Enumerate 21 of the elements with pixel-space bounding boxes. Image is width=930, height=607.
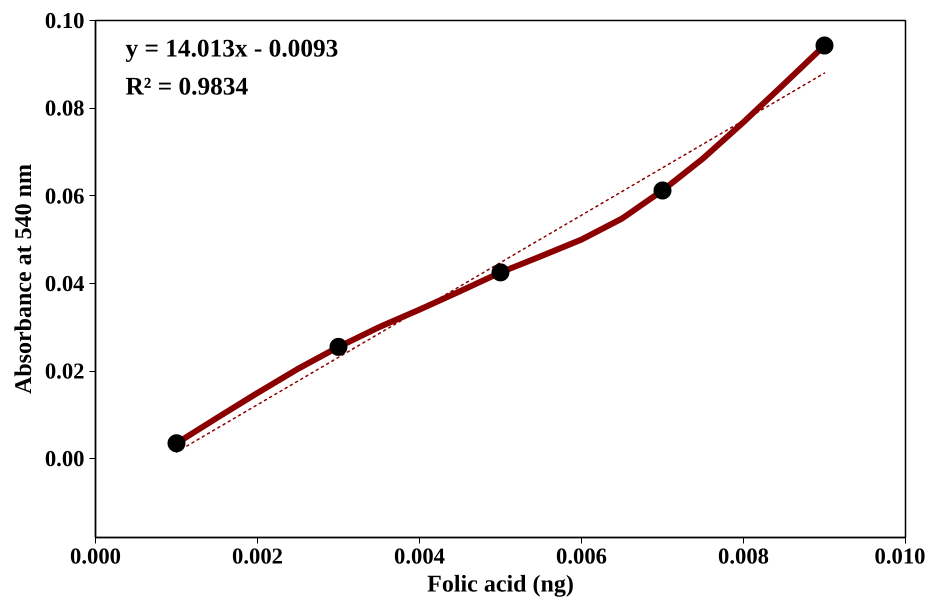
- point: [654, 182, 672, 200]
- x-tick-label: 0.008: [718, 544, 769, 568]
- y-tick-label: 0.04: [44, 270, 85, 296]
- y-tick-label: 0.02: [44, 358, 85, 384]
- x-tick-label: 0.006: [556, 544, 607, 568]
- x-axis-title: Folic acid (ng): [427, 572, 574, 598]
- x-tick-label: 0.004: [394, 544, 445, 568]
- y-axis-title: Absorbance at 540 nm: [10, 164, 37, 394]
- annotation: R² = 0.9834: [126, 72, 248, 100]
- y-tick-label: 0.00: [44, 446, 85, 472]
- annotation: y = 14.013x - 0.0093: [126, 34, 338, 62]
- point: [816, 36, 834, 54]
- point: [168, 434, 186, 452]
- y-tick-label: 0.08: [44, 96, 85, 121]
- point: [330, 338, 348, 356]
- point: [492, 263, 510, 282]
- x-tick-label: 0.010: [874, 544, 926, 568]
- x-tick-label: 0.000: [70, 544, 121, 568]
- x-tick-label: 0.002: [232, 544, 283, 568]
- y-tick-label: 0.10: [44, 8, 85, 33]
- y-tick-label: 0.06: [44, 183, 85, 208]
